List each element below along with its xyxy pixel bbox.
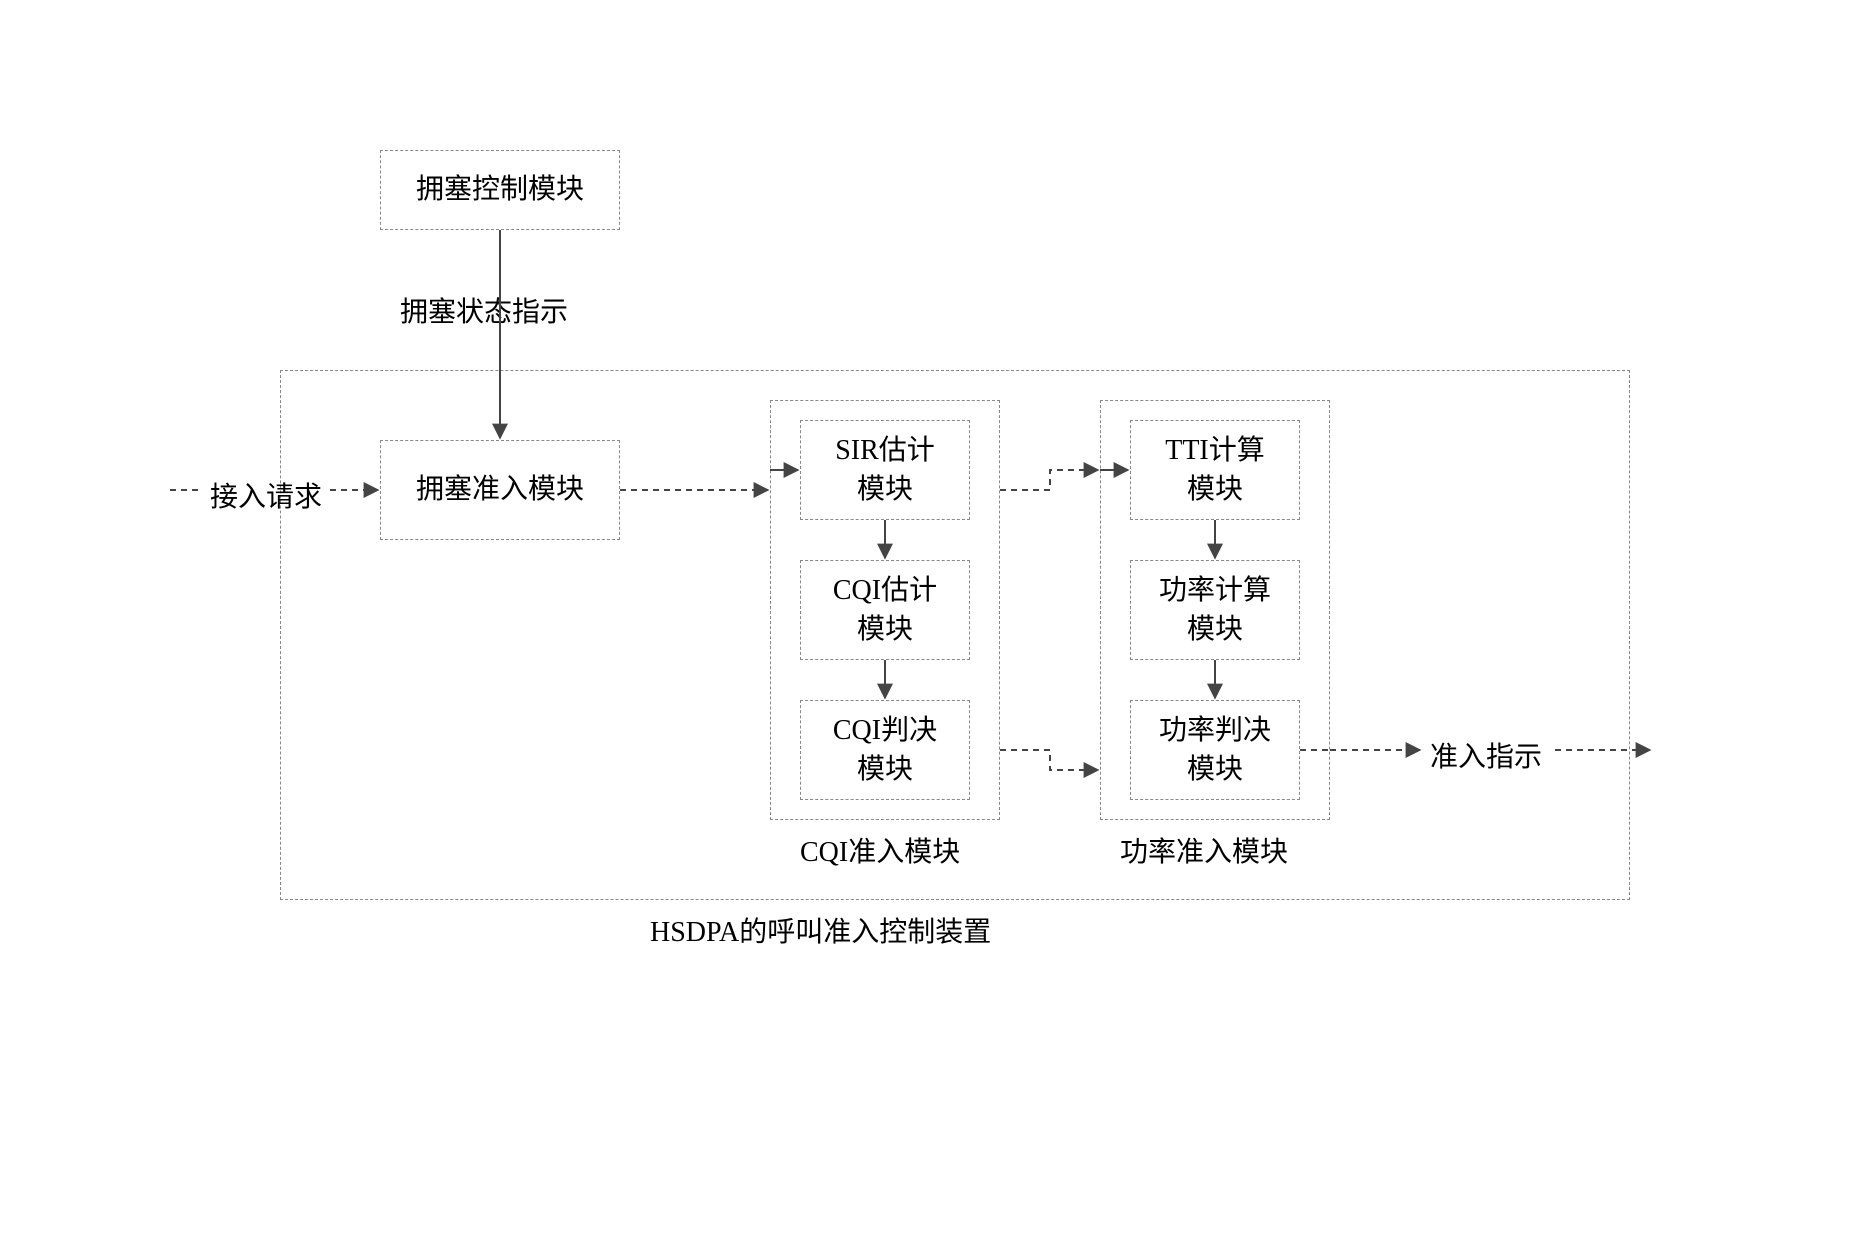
edge-label-access-request: 接入请求: [210, 475, 322, 515]
container-power-admission-label: 功率准入模块: [1120, 830, 1288, 870]
node-power-calc: 功率计算模块: [1130, 560, 1300, 660]
node-cqi-decision: CQI判决模块: [800, 700, 970, 800]
container-cqi-admission-label: CQI准入模块: [800, 830, 960, 870]
node-power-decision: 功率判决模块: [1130, 700, 1300, 800]
node-power-calc-label: 功率计算模块: [1159, 571, 1271, 649]
node-tti-calc: TTI计算模块: [1130, 420, 1300, 520]
container-hsdpa-device-label: HSDPA的呼叫准入控制装置: [650, 910, 991, 950]
node-cqi-estimate-label: CQI估计模块: [833, 571, 937, 649]
node-tti-calc-label: TTI计算模块: [1165, 431, 1265, 509]
node-congestion-control: 拥塞控制模块: [380, 150, 620, 230]
node-power-decision-label: 功率判决模块: [1159, 711, 1271, 789]
node-sir-estimate-label: SIR估计模块: [835, 431, 935, 509]
node-congestion-admission: 拥塞准入模块: [380, 440, 620, 540]
edge-label-congestion-status: 拥塞状态指示: [400, 290, 568, 330]
node-congestion-admission-label: 拥塞准入模块: [416, 470, 584, 509]
node-cqi-decision-label: CQI判决模块: [833, 711, 937, 789]
node-sir-estimate: SIR估计模块: [800, 420, 970, 520]
edge-label-admission-indication: 准入指示: [1430, 735, 1542, 775]
node-congestion-control-label: 拥塞控制模块: [416, 170, 584, 209]
node-cqi-estimate: CQI估计模块: [800, 560, 970, 660]
